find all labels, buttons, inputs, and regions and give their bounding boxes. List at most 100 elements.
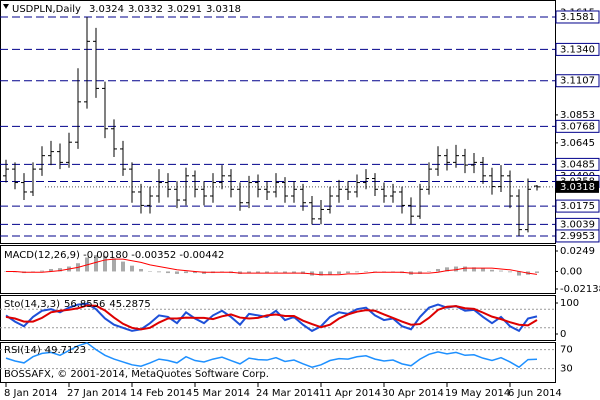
macd-panel	[0, 245, 556, 294]
macd-bar	[283, 271, 287, 274]
level-label: 3.0039	[560, 219, 595, 230]
macd-bar	[292, 271, 296, 274]
macd-bar	[319, 271, 323, 276]
level-label: 2.9953	[560, 231, 595, 242]
macd-signal	[6, 258, 538, 276]
y-tick-label: 0.0249	[560, 246, 595, 257]
high: 3.0332	[128, 4, 163, 15]
macd-bar	[499, 270, 503, 272]
stochastic-title: Sto(14,3,3)	[4, 299, 60, 310]
rsi-line	[5, 342, 538, 369]
macd-bar	[535, 271, 539, 273]
macd-bar	[364, 271, 368, 272]
level-label: 3.1581	[560, 12, 595, 23]
level-label: 3.1107	[560, 76, 595, 87]
macd-bar	[103, 255, 107, 272]
macd-bar	[112, 258, 116, 272]
macd-bar	[355, 271, 359, 273]
plot-layer: 3.16153.08533.06453.04003.15813.13403.11…	[0, 7, 600, 399]
macd-bar	[193, 271, 197, 274]
macd-bar	[184, 271, 188, 274]
stochastic-signal: 45.2875	[109, 299, 150, 310]
macd-bar	[427, 271, 431, 272]
x-tick-label: 24 Mar 2014	[256, 388, 319, 399]
macd-bar	[346, 271, 350, 274]
macd-bar	[265, 271, 269, 274]
macd-bar	[49, 268, 53, 272]
macd-bar	[256, 271, 260, 274]
y-tick-label: -0.02138	[560, 284, 600, 295]
y-tick-label: 30	[560, 364, 573, 375]
macd-bar	[139, 268, 143, 272]
macd-bar	[148, 271, 152, 272]
x-tick-label: 6 Jun 2014	[508, 388, 562, 399]
current-price-label: 3.0318	[560, 182, 595, 193]
macd-bar	[130, 265, 134, 272]
macd-bar	[157, 271, 161, 273]
current-price-box	[556, 180, 599, 193]
level-box	[555, 74, 600, 88]
macd-bar	[481, 268, 485, 272]
x-tick-label: 27 Jan 2014	[67, 388, 127, 399]
macd-bar	[274, 271, 278, 273]
rsi-value: 49.7123	[45, 345, 86, 356]
macd-header: MACD(12,26,9) -0.00180 -0.00352 -0.00442	[4, 250, 224, 261]
y-tick-label: 0.00	[560, 266, 582, 277]
macd-bar	[517, 271, 521, 276]
level-box	[555, 229, 600, 243]
rsi-panel	[0, 342, 556, 383]
level-label: 3.0485	[560, 159, 595, 170]
rsi-header: RSI(14) 49.7123	[4, 345, 86, 356]
x-tick-label: 30 Apr 2014	[382, 388, 444, 399]
price-header: USDPLN,Daily 3.0324 3.0332 3.0291 3.0318	[12, 4, 241, 15]
macd-bar	[373, 271, 377, 272]
macd-bar	[463, 266, 467, 272]
rsi-title: RSI(14)	[4, 345, 41, 356]
stochastic-header: Sto(14,3,3) 56.8556 45.2875	[4, 299, 151, 310]
x-tick-label: 11 Apr 2014	[319, 388, 381, 399]
copyright: BOSSAFX, © 2001-2014, MetaQuotes Softwar…	[4, 369, 269, 380]
open: 3.0324	[89, 4, 124, 15]
level-box	[555, 199, 600, 213]
macd-bar	[490, 269, 494, 272]
y-tick-label: 3.0853	[560, 110, 595, 121]
level-box	[555, 119, 600, 133]
macd-bar	[247, 271, 251, 274]
close: 3.0318	[206, 4, 241, 15]
x-tick-label: 8 Jan 2014	[4, 388, 58, 399]
macd-bar	[337, 271, 341, 274]
macd-bar	[40, 270, 44, 272]
macd-bar	[472, 267, 476, 272]
x-tick-label: 19 May 2014	[445, 388, 510, 399]
y-tick-label: 0	[560, 329, 566, 340]
stochastic-panel	[0, 295, 556, 341]
stochastic-signal-line	[5, 304, 538, 331]
macd-bar	[121, 261, 125, 272]
symbol: USDPLN,Daily	[12, 4, 81, 15]
macd-bar	[436, 268, 440, 272]
macd-bar	[454, 266, 458, 272]
macd-bar	[58, 268, 62, 272]
x-tick-label: 5 Mar 2014	[193, 388, 250, 399]
low: 3.0291	[167, 4, 202, 15]
level-label: 3.0768	[560, 121, 595, 132]
y-tick-label: 100	[560, 298, 579, 309]
x-tick-label: 14 Feb 2014	[130, 388, 192, 399]
macd-bar	[508, 271, 512, 273]
level-box	[555, 10, 600, 24]
macd-bar	[94, 255, 98, 272]
y-tick-label: 3.0645	[560, 138, 595, 149]
level-label: 3.1340	[560, 44, 595, 55]
level-box	[555, 42, 600, 56]
y-tick-label: 70	[560, 345, 573, 356]
level-box	[555, 157, 600, 171]
macd-bar	[445, 267, 449, 272]
collapse-icon	[3, 4, 9, 9]
macd-bar	[175, 271, 179, 274]
stochastic-main: 56.8556	[64, 299, 105, 310]
macd-bar	[328, 271, 332, 275]
macd-bar	[166, 271, 170, 274]
